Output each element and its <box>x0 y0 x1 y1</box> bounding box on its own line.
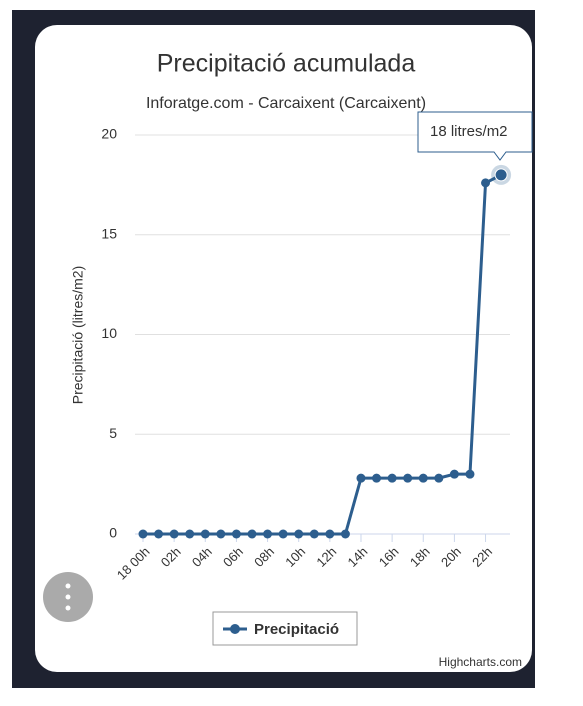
marker <box>294 529 304 539</box>
menu-button[interactable] <box>43 572 93 622</box>
credits[interactable]: Highcharts.com <box>439 655 522 669</box>
marker <box>154 529 164 539</box>
chart-card <box>35 25 532 672</box>
legend-marker <box>230 624 240 634</box>
marker <box>138 529 148 539</box>
marker <box>200 529 210 539</box>
y-tick-label: 0 <box>109 525 117 541</box>
tooltip-box <box>417 111 533 161</box>
marker <box>231 529 241 539</box>
marker <box>449 469 459 479</box>
marker <box>325 529 335 539</box>
y-tick-label: 15 <box>101 225 117 241</box>
menu-dot <box>65 605 71 611</box>
y-axis-title: Precipitació (litres/m2) <box>70 266 86 404</box>
marker <box>309 529 319 539</box>
marker <box>372 473 382 483</box>
y-tick-label: 5 <box>109 425 117 441</box>
chart-subtitle: Inforatge.com - Carcaixent (Carcaixent) <box>146 95 426 112</box>
marker <box>403 473 413 483</box>
marker <box>263 529 273 539</box>
marker <box>494 168 508 182</box>
marker <box>169 529 179 539</box>
y-tick-label: 10 <box>101 325 117 341</box>
y-tick-label: 20 <box>101 126 117 142</box>
marker <box>247 529 257 539</box>
marker <box>465 469 475 479</box>
marker <box>278 529 288 539</box>
marker <box>387 473 397 483</box>
menu-dot <box>65 594 71 600</box>
marker <box>418 473 428 483</box>
marker <box>340 529 350 539</box>
tooltip-label: 18 litres/m2 <box>430 123 508 140</box>
legend-label[interactable]: Precipitació <box>254 621 339 638</box>
chart-title: Precipitació acumulada <box>157 50 416 78</box>
marker <box>434 473 444 483</box>
menu-dot <box>65 583 71 589</box>
marker <box>481 178 491 188</box>
legend[interactable]: Precipitació <box>212 611 358 646</box>
marker <box>185 529 195 539</box>
marker <box>216 529 226 539</box>
marker <box>356 473 366 483</box>
